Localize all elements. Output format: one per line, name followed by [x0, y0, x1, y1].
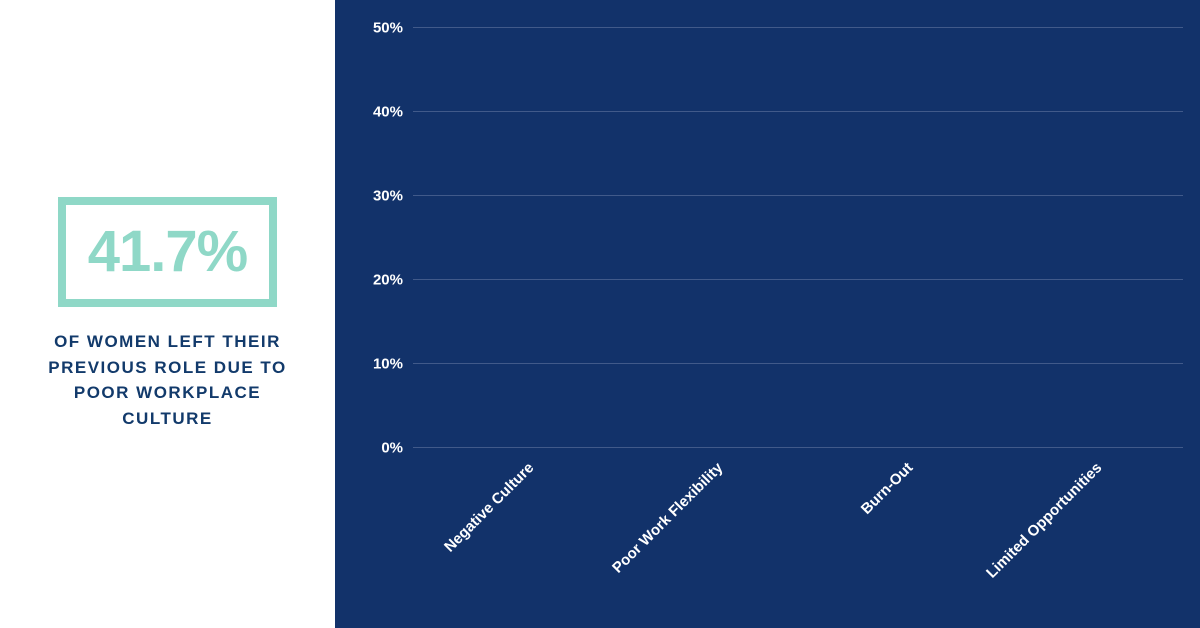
- gridline: [413, 363, 1183, 364]
- x-label: Burn-Out: [858, 459, 917, 518]
- y-tick-label: 50%: [373, 20, 413, 37]
- stat-box: 41.7%: [58, 197, 277, 307]
- left-stat-panel: 41.7% OF WOMEN LEFT THEIR PREVIOUS ROLE …: [0, 0, 335, 628]
- y-tick-label: 20%: [373, 272, 413, 289]
- y-tick-label: 10%: [373, 356, 413, 373]
- y-tick-label: 0%: [381, 440, 413, 457]
- x-label: Negative Culture: [441, 459, 537, 555]
- gridline: [413, 447, 1183, 448]
- y-tick-label: 40%: [373, 104, 413, 121]
- stat-caption: OF WOMEN LEFT THEIR PREVIOUS ROLE DUE TO…: [40, 329, 295, 431]
- chart-area: Negative CulturePoor Work FlexibilityBur…: [413, 28, 1183, 448]
- y-tick-label: 30%: [373, 188, 413, 205]
- gridline: [413, 195, 1183, 196]
- x-label: Poor Work Flexibility: [609, 459, 726, 576]
- gridline: [413, 27, 1183, 28]
- bars-container: Negative CulturePoor Work FlexibilityBur…: [413, 28, 1183, 448]
- x-label: Limited Opportunities: [983, 459, 1105, 581]
- gridline: [413, 279, 1183, 280]
- chart-panel: Negative Culture Poor Work Flexibility Bur…: [335, 0, 1200, 628]
- gridline: [413, 111, 1183, 112]
- stat-value: 41.7%: [88, 223, 247, 281]
